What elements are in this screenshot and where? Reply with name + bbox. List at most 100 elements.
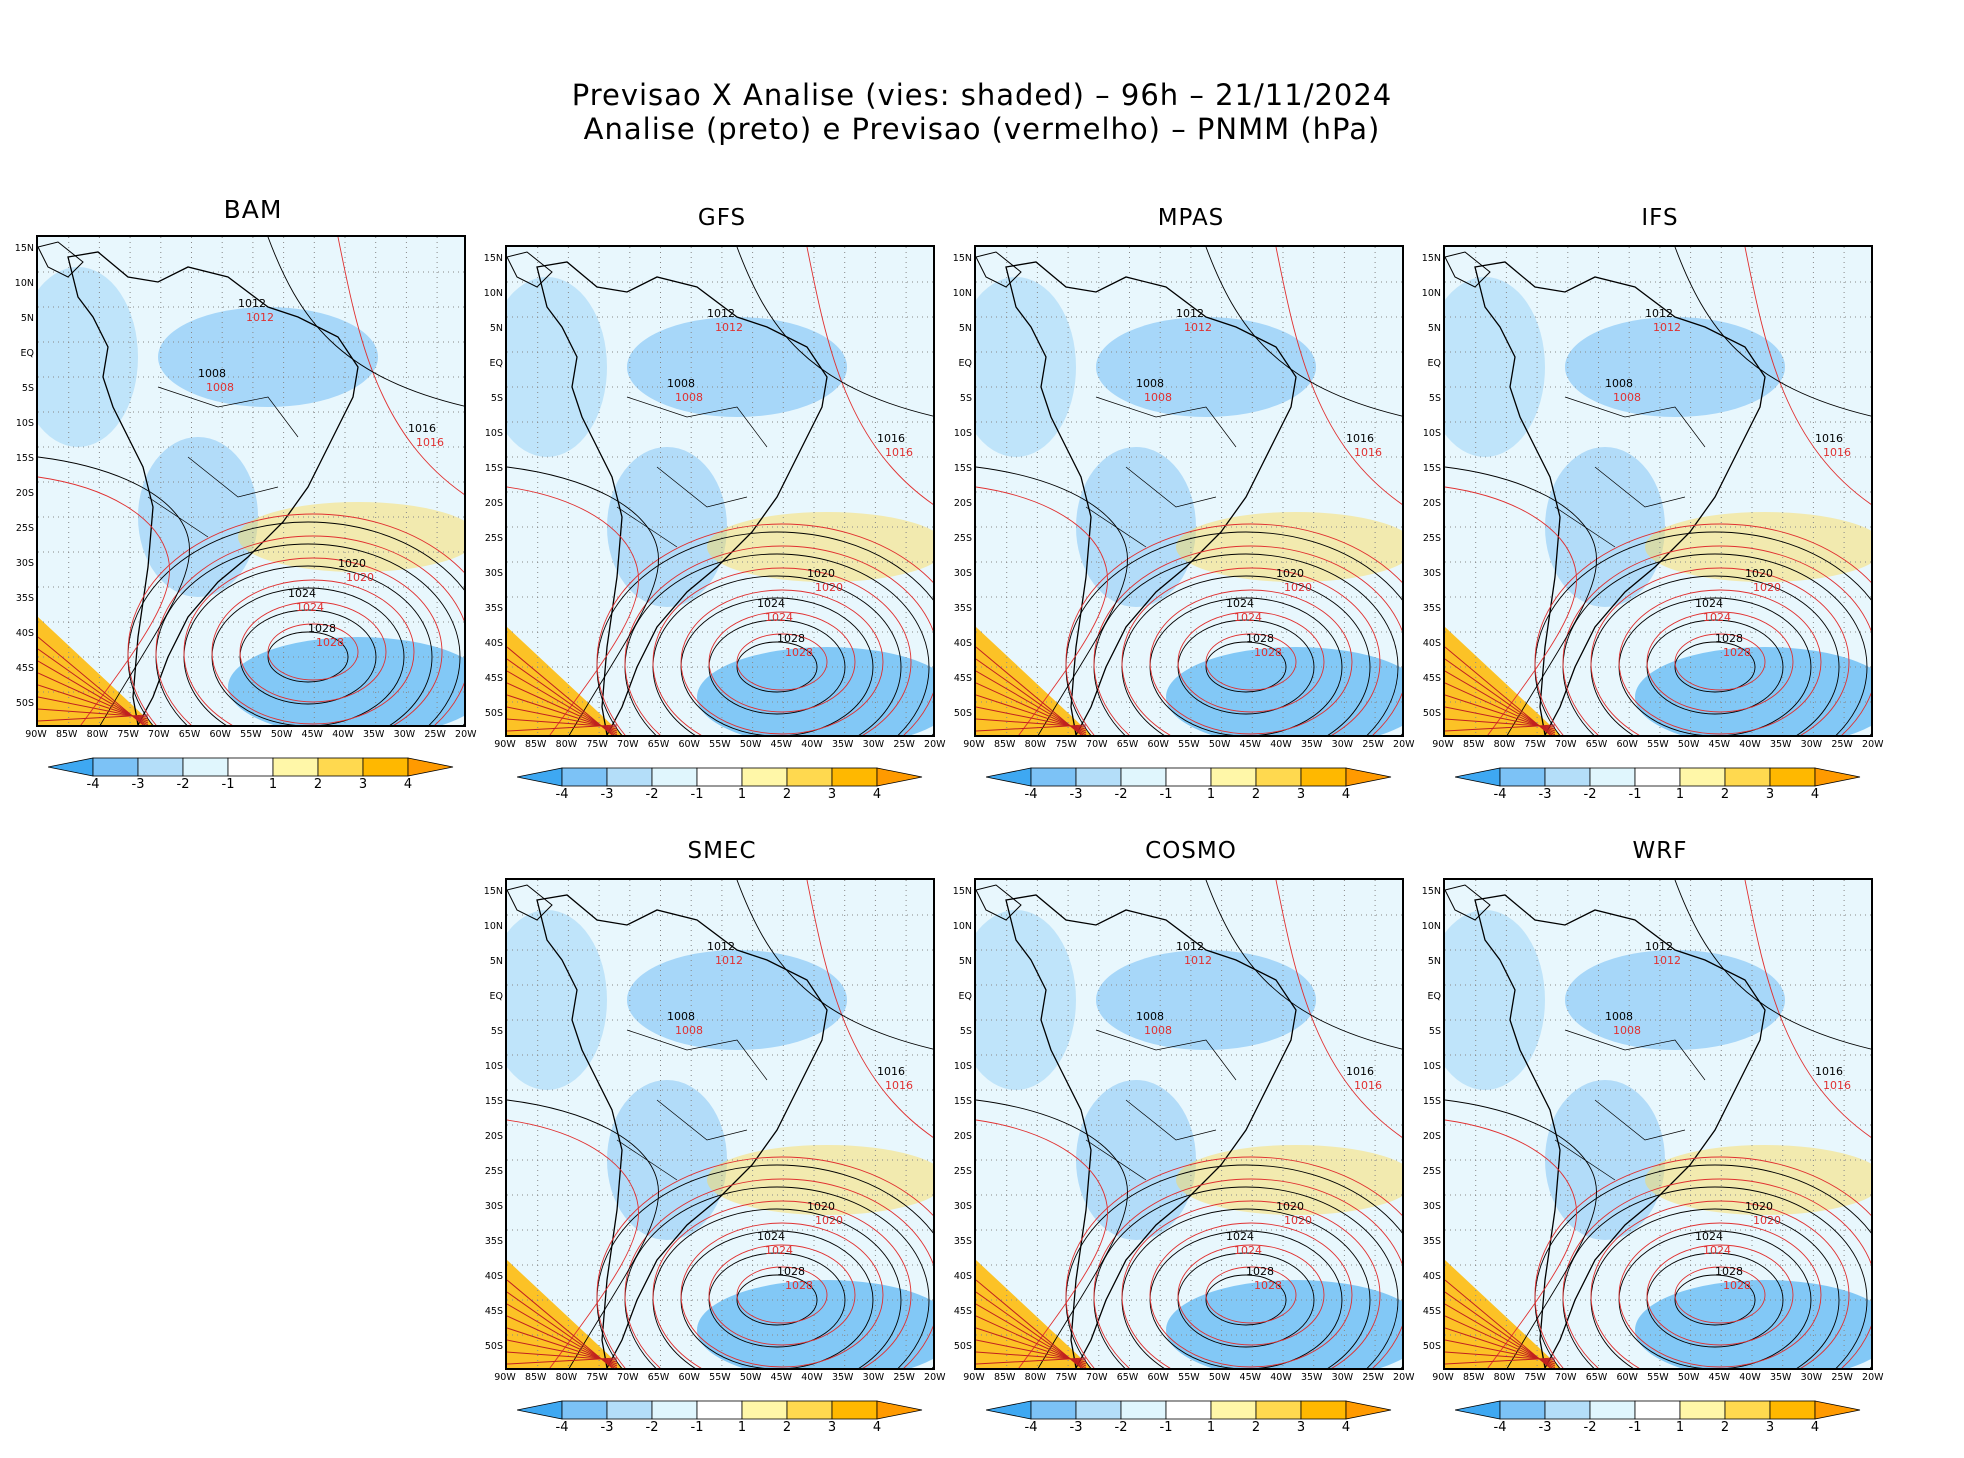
lon-tick-label: 65W [647,1372,670,1383]
lon-tick-label: 80W [1493,1372,1516,1383]
lon-tick-label: 25W [1362,1372,1384,1383]
lon-tick-label: 60W [209,729,231,740]
colorbar-swatch [272,757,319,777]
isobar-forecast [1093,545,1402,735]
bias-area-negative [627,317,847,417]
lon-tick-label: 70W [1555,1372,1577,1383]
panel-cosmo: COSMO 1016 1016 1012 1012 1008 1008 1024 1024 102… [953,838,1426,1458]
lon-tick-label: 70W [148,729,170,740]
lon-tick-label: 30W [862,739,885,750]
isobar-forecast [1093,1178,1402,1368]
colorbar-label: -4 [555,787,569,802]
isobar-label: 1016 [1815,432,1843,445]
lat-tick-label: 45S [1422,1306,1441,1317]
lon-tick-label: 65W [1585,1372,1608,1383]
bias-area-negative [1565,950,1785,1050]
colorbar-label: 3 [1765,787,1775,802]
lon-tick-label: 20W [1862,1372,1884,1383]
colorbar-swatch [741,767,788,787]
lat-tick-label: 5N [958,323,972,334]
lat-tick-label: 50S [1422,1341,1441,1352]
isobar-label-forecast: 1020 [815,1214,843,1227]
lon-tick-label: 20W [1862,739,1884,750]
isobar-analysis [736,880,933,1050]
bias-area-positive [1176,512,1402,582]
bias-area-negative [1166,647,1402,735]
colorbar-swatch [1589,767,1636,787]
bias-area-negative [1635,647,1871,735]
lat-tick-label: 50S [484,1341,503,1352]
lat-tick-label: 20S [953,1131,972,1142]
isobar-label: 1008 [1136,377,1164,390]
colorbar-label: -3 [1069,1420,1083,1435]
isobar-forecast [1205,633,1297,691]
colorbar-label: -1 [1159,787,1173,802]
bias-area-positive [1176,1145,1402,1215]
map-area: 1016 1016 1012 1012 1008 1008 1024 1024 1028 1028… [974,878,1404,1370]
lon-tick-label: 75W [586,1372,608,1383]
bias-area-negative [627,950,847,1050]
colorbar-swatch [1210,767,1257,787]
colorbar-label: -3 [1538,787,1552,802]
panel-wrf: WRF 1016 1016 1012 1012 1008 1008 1024 1024 1028 1… [1422,838,1895,1458]
colorbar-swatch [1454,1400,1501,1420]
colorbar-swatch [1255,767,1302,787]
coastline [976,251,1022,288]
lon-tick-label: 85W [1462,739,1485,750]
lat-tick-label: 25S [484,533,503,544]
colorbar-label: 1 [268,777,278,792]
lon-tick-label: 45W [1239,739,1262,750]
isobar-forecast [736,633,828,691]
isobar-forecast [211,579,415,725]
panel-title: IFS [1641,205,1679,231]
isobar-forecast [507,724,618,732]
lon-tick-label: 20W [924,739,946,750]
isobar-analysis [267,631,349,683]
isobar-label: 1020 [1745,567,1773,580]
lat-tick-label: 45S [484,673,503,684]
colorbar: -4 -3 -2 -1 1 2 3 4 [985,1400,1406,1444]
colorbar-label: -4 [1493,1420,1507,1435]
lat-tick-label: 45S [484,1306,503,1317]
colorbar-swatch [1589,1400,1636,1420]
isobar-forecast [736,1266,828,1324]
lon-tick-label: 55W [1178,1372,1200,1383]
colorbar-swatch [1165,1400,1212,1420]
isobar-forecast [1121,567,1381,735]
lon-tick-label: 50W [739,739,762,750]
isobar-label-forecast: 1028 [785,646,813,659]
isobar-label: 1016 [408,422,436,435]
lon-tick-label: 80W [1024,1372,1047,1383]
lon-tick-label: 30W [1331,739,1354,750]
isobar-label: 1024 [757,1230,785,1243]
colorbar-swatch [561,1400,608,1420]
isobar-forecast [507,486,639,735]
lat-tick-label: 30S [484,568,503,579]
lon-tick-label: 80W [1493,739,1516,750]
isobar-forecast [1590,567,1850,735]
lon-tick-label: 65W [1116,1372,1139,1383]
isobar-forecast [1674,1266,1766,1324]
colorbar-label: 2 [782,787,792,802]
isobar-forecast [1744,880,1871,1138]
isobar-label-forecast: 1012 [1653,321,1681,334]
lat-tick-label: 15S [484,1096,503,1107]
panel-mpas: MPAS 1016 1016 1012 1012 1008 1008 1024 1024 1028… [953,205,1426,825]
lat-tick-label: 20S [15,488,34,499]
lat-tick-label: 5N [1427,956,1441,967]
isobar-forecast [1646,1244,1794,1346]
lat-tick-label: 30S [15,558,34,569]
continent-outline [1474,894,1766,1368]
colorbar-label: -4 [86,777,100,792]
lat-tick-label: 50S [953,1341,972,1352]
colorbar-swatch [1634,767,1681,787]
lat-tick-label: 35S [15,593,34,604]
lon-tick-label: 40W [801,1372,823,1383]
lon-tick-label: 70W [1086,1372,1108,1383]
isobar-analysis [976,466,1128,735]
isobar-forecast [1177,1244,1325,1346]
coastline [976,884,1022,921]
